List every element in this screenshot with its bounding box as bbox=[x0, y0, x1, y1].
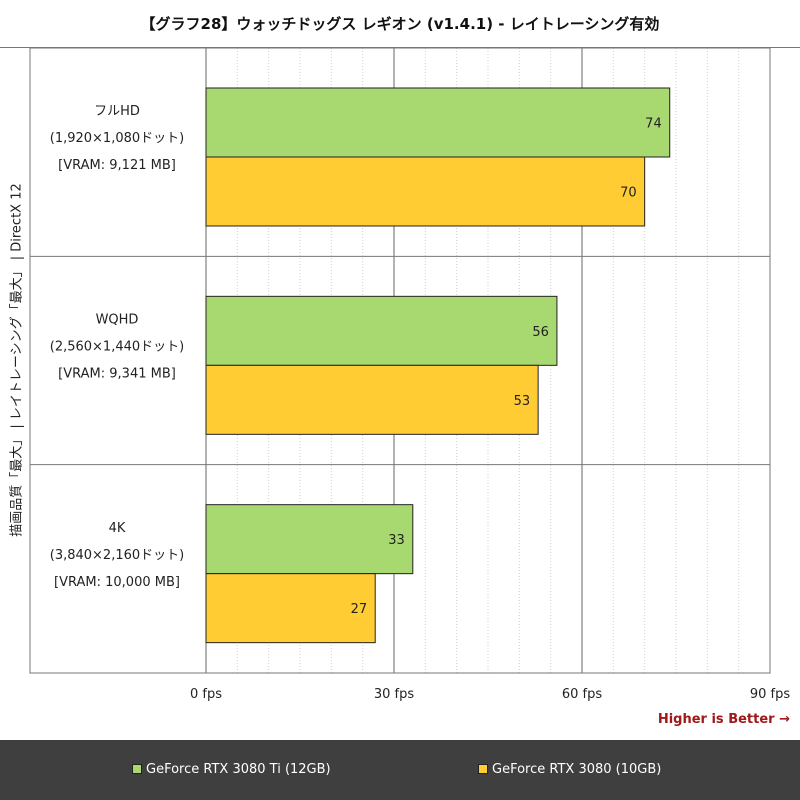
legend-label-series-1: GeForce RTX 3080 Ti (12GB) bbox=[146, 762, 331, 777]
legend-swatch-series-2 bbox=[478, 764, 488, 774]
category-label-line: [VRAM: 9,121 MB] bbox=[58, 158, 176, 173]
y-axis-label: 描画品質「最大」 | レイトレーシング「最大」 | DirectX 12 bbox=[9, 183, 25, 537]
x-tick-label: 30 fps bbox=[374, 687, 415, 702]
data-label-2-2: 53 bbox=[514, 394, 531, 409]
category-label-line: [VRAM: 10,000 MB] bbox=[54, 575, 180, 590]
bar-1-1 bbox=[205, 87, 671, 158]
bar-1-2 bbox=[205, 295, 558, 366]
data-label-2-3: 27 bbox=[351, 602, 368, 617]
higher-is-better-note: Higher is Better → bbox=[657, 712, 790, 727]
data-label-1-3: 33 bbox=[388, 533, 405, 548]
plot-area: 74 70 フルHD (1,920×1,080ドット) [VRAM: 9,121 MB]… bbox=[29, 47, 791, 702]
bar-2-3 bbox=[205, 573, 376, 644]
legend-label-series-2: GeForce RTX 3080 (10GB) bbox=[492, 762, 662, 777]
category-label-line: (3,840×2,160ドット) bbox=[50, 548, 184, 563]
category-label-line: フルHD bbox=[94, 104, 140, 119]
category-label-line: (2,560×1,440ドット) bbox=[50, 340, 184, 355]
x-tick-label: 0 fps bbox=[190, 687, 222, 702]
bar-1-3 bbox=[205, 504, 414, 575]
legend-item-series-2: GeForce RTX 3080 (10GB) bbox=[478, 761, 661, 779]
category-label-line: 4K bbox=[109, 521, 126, 536]
data-label-1-2: 56 bbox=[532, 325, 549, 340]
legend-swatch-series-1 bbox=[132, 764, 142, 774]
legend-item-series-1: GeForce RTX 3080 Ti (12GB) bbox=[132, 761, 331, 779]
data-label-1-1: 74 bbox=[645, 117, 662, 132]
data-label-2-1: 70 bbox=[620, 186, 637, 201]
bar-2-1 bbox=[205, 156, 646, 227]
category-label-line: [VRAM: 9,341 MB] bbox=[58, 367, 176, 382]
x-tick-label: 60 fps bbox=[562, 687, 603, 702]
legend: GeForce RTX 3080 Ti (12GB) GeForce RTX 3… bbox=[0, 740, 800, 800]
y-axis-label-container: 描画品質「最大」 | レイトレーシング「最大」 | DirectX 12 bbox=[0, 48, 30, 673]
category-label-line: WQHD bbox=[96, 313, 139, 328]
category-label-line: (1,920×1,080ドット) bbox=[50, 131, 184, 146]
plot-border bbox=[29, 47, 771, 674]
x-tick-label: 90 fps bbox=[750, 687, 791, 702]
bar-2-2 bbox=[205, 364, 539, 435]
